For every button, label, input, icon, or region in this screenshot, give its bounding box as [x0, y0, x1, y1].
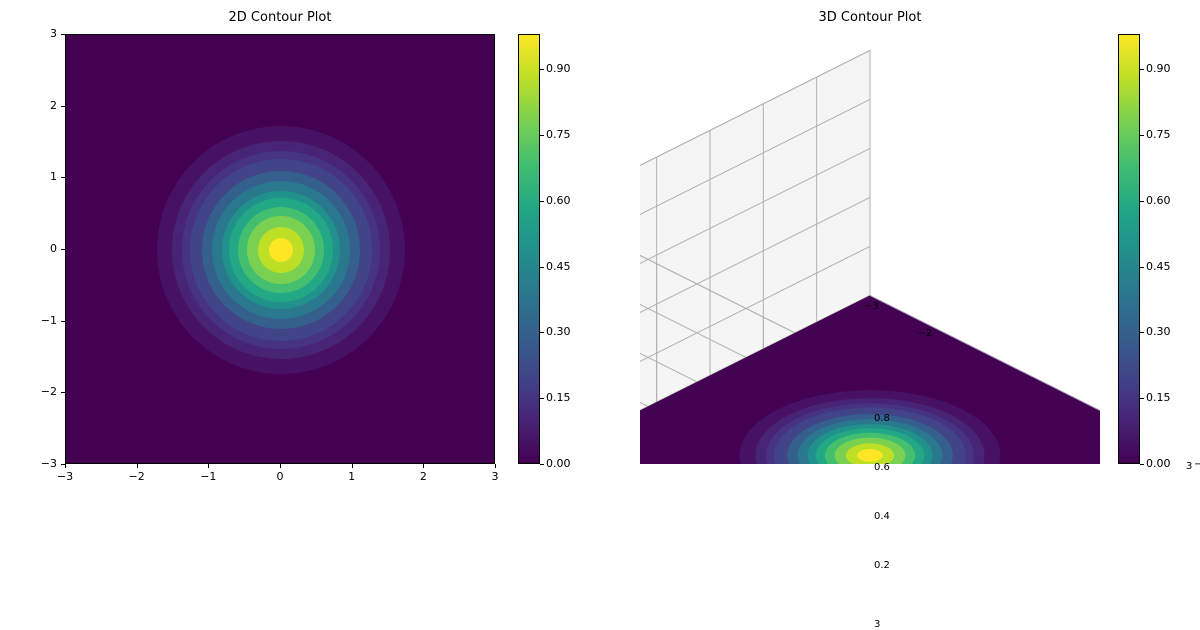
colorbar-tick-mark [1140, 201, 1144, 202]
axis3d-tick-label: −2 [917, 328, 932, 339]
colorbar-tick-mark [1140, 398, 1144, 399]
left-contour-rings [66, 35, 494, 463]
colorbar-tick-mark [540, 201, 544, 202]
axis3d-z-tick-label: 0.4 [874, 511, 890, 522]
colorbar-tick-label: 0.00 [546, 457, 571, 470]
axis3d-z-tick-label: 0.6 [874, 462, 890, 473]
x-tick-label: 2 [413, 470, 433, 483]
axis3d-tick-label: −3 [864, 301, 879, 312]
x-tick-mark [65, 464, 66, 468]
colorbar-tick-mark [540, 464, 544, 465]
axis3d-tick-label: −3 [1194, 459, 1200, 470]
axis3d-z-tick-label: 0.2 [874, 560, 890, 571]
colorbar-tick-label: 0.75 [546, 128, 571, 141]
right-colorbar [1118, 34, 1140, 464]
x-tick-label: 0 [270, 470, 290, 483]
y-tick-label: 2 [35, 99, 57, 112]
left-2d-contour-plot: 2D Contour Plot −3−2−10123 −3−2−10123 [65, 34, 495, 464]
y-tick-label: 3 [35, 27, 57, 40]
y-tick-mark [61, 392, 65, 393]
colorbar-tick-label: 0.90 [546, 62, 571, 75]
left-colorbar [518, 34, 540, 464]
y-tick-mark [61, 249, 65, 250]
right-plot-title: 3D Contour Plot [640, 10, 1100, 25]
axis3d-tick-label: 3 [874, 619, 880, 630]
colorbar-tick-mark [1140, 135, 1144, 136]
axis3d-tick-label: 3 [1186, 461, 1192, 472]
x-tick-mark [495, 464, 496, 468]
axis3d-z-tick-label: 0.8 [874, 413, 890, 424]
y-tick-mark [61, 464, 65, 465]
colorbar-tick-mark [1140, 464, 1144, 465]
y-tick-mark [61, 106, 65, 107]
right-3d-axes [640, 34, 1100, 464]
x-tick-label: −3 [55, 470, 75, 483]
colorbar-tick-mark [540, 398, 544, 399]
x-tick-label: 3 [485, 470, 505, 483]
x-tick-label: 1 [342, 470, 362, 483]
colorbar-tick-label: 0.45 [546, 260, 571, 273]
colorbar-tick-label: 0.15 [1146, 391, 1171, 404]
colorbar-tick-mark [540, 69, 544, 70]
y-tick-mark [61, 177, 65, 178]
colorbar-tick-mark [1140, 332, 1144, 333]
figure: 2D Contour Plot −3−2−10123 −3−2−10123 0.… [0, 0, 1200, 500]
colorbar-tick-mark [1140, 69, 1144, 70]
left-plot-frame [65, 34, 495, 464]
x-tick-mark [280, 464, 281, 468]
colorbar-tick-label: 0.75 [1146, 128, 1171, 141]
x-tick-mark [352, 464, 353, 468]
x-tick-mark [208, 464, 209, 468]
y-tick-label: 1 [35, 170, 57, 183]
colorbar-tick-label: 0.90 [1146, 62, 1171, 75]
colorbar-tick-mark [540, 267, 544, 268]
x-tick-label: −2 [127, 470, 147, 483]
right-3d-contour-plot: 3D Contour Plot −3−223−330.20.40.60.8 [640, 34, 1100, 464]
y-tick-label: 0 [35, 242, 57, 255]
colorbar-tick-mark [1140, 267, 1144, 268]
colorbar-tick-label: 0.60 [546, 194, 571, 207]
x-tick-mark [137, 464, 138, 468]
colorbar-tick-label: 0.60 [1146, 194, 1171, 207]
x-tick-mark [423, 464, 424, 468]
y-tick-label: −2 [35, 385, 57, 398]
y-tick-label: −1 [35, 314, 57, 327]
colorbar-tick-mark [540, 135, 544, 136]
x-tick-label: −1 [198, 470, 218, 483]
colorbar-tick-label: 0.30 [546, 325, 571, 338]
colorbar-tick-label: 0.00 [1146, 457, 1171, 470]
right-colorbar-gradient [1119, 35, 1139, 463]
y-tick-mark [61, 34, 65, 35]
y-tick-mark [61, 321, 65, 322]
left-plot-title: 2D Contour Plot [65, 10, 495, 25]
colorbar-tick-label: 0.30 [1146, 325, 1171, 338]
colorbar-tick-label: 0.15 [546, 391, 571, 404]
contour-ring-3d [857, 449, 883, 462]
y-tick-label: −3 [35, 457, 57, 470]
colorbar-tick-label: 0.45 [1146, 260, 1171, 273]
left-colorbar-gradient [519, 35, 539, 463]
colorbar-tick-mark [540, 332, 544, 333]
